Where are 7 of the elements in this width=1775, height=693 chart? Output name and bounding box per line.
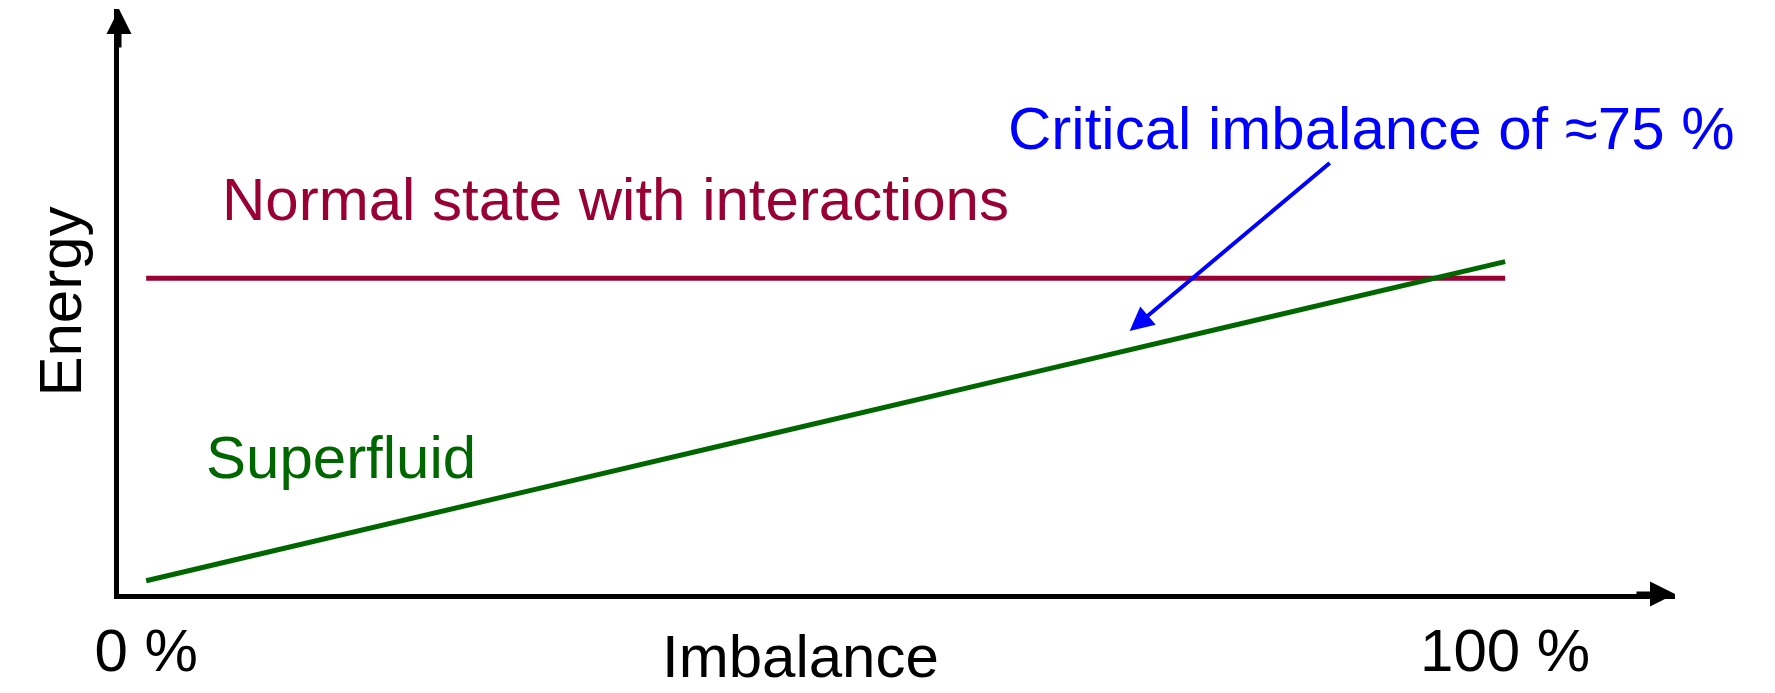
- series-label: Normal state with interactions: [222, 166, 1009, 233]
- x-tick-label: 100 %: [1420, 617, 1591, 684]
- annotation: Critical imbalance of ≈75 %: [1008, 95, 1735, 162]
- series-label: Superfluid: [206, 424, 477, 491]
- y-axis-title: Energy: [26, 206, 94, 397]
- x-axis-title: Imbalance: [662, 623, 939, 690]
- x-tick-label: 0 %: [94, 617, 198, 684]
